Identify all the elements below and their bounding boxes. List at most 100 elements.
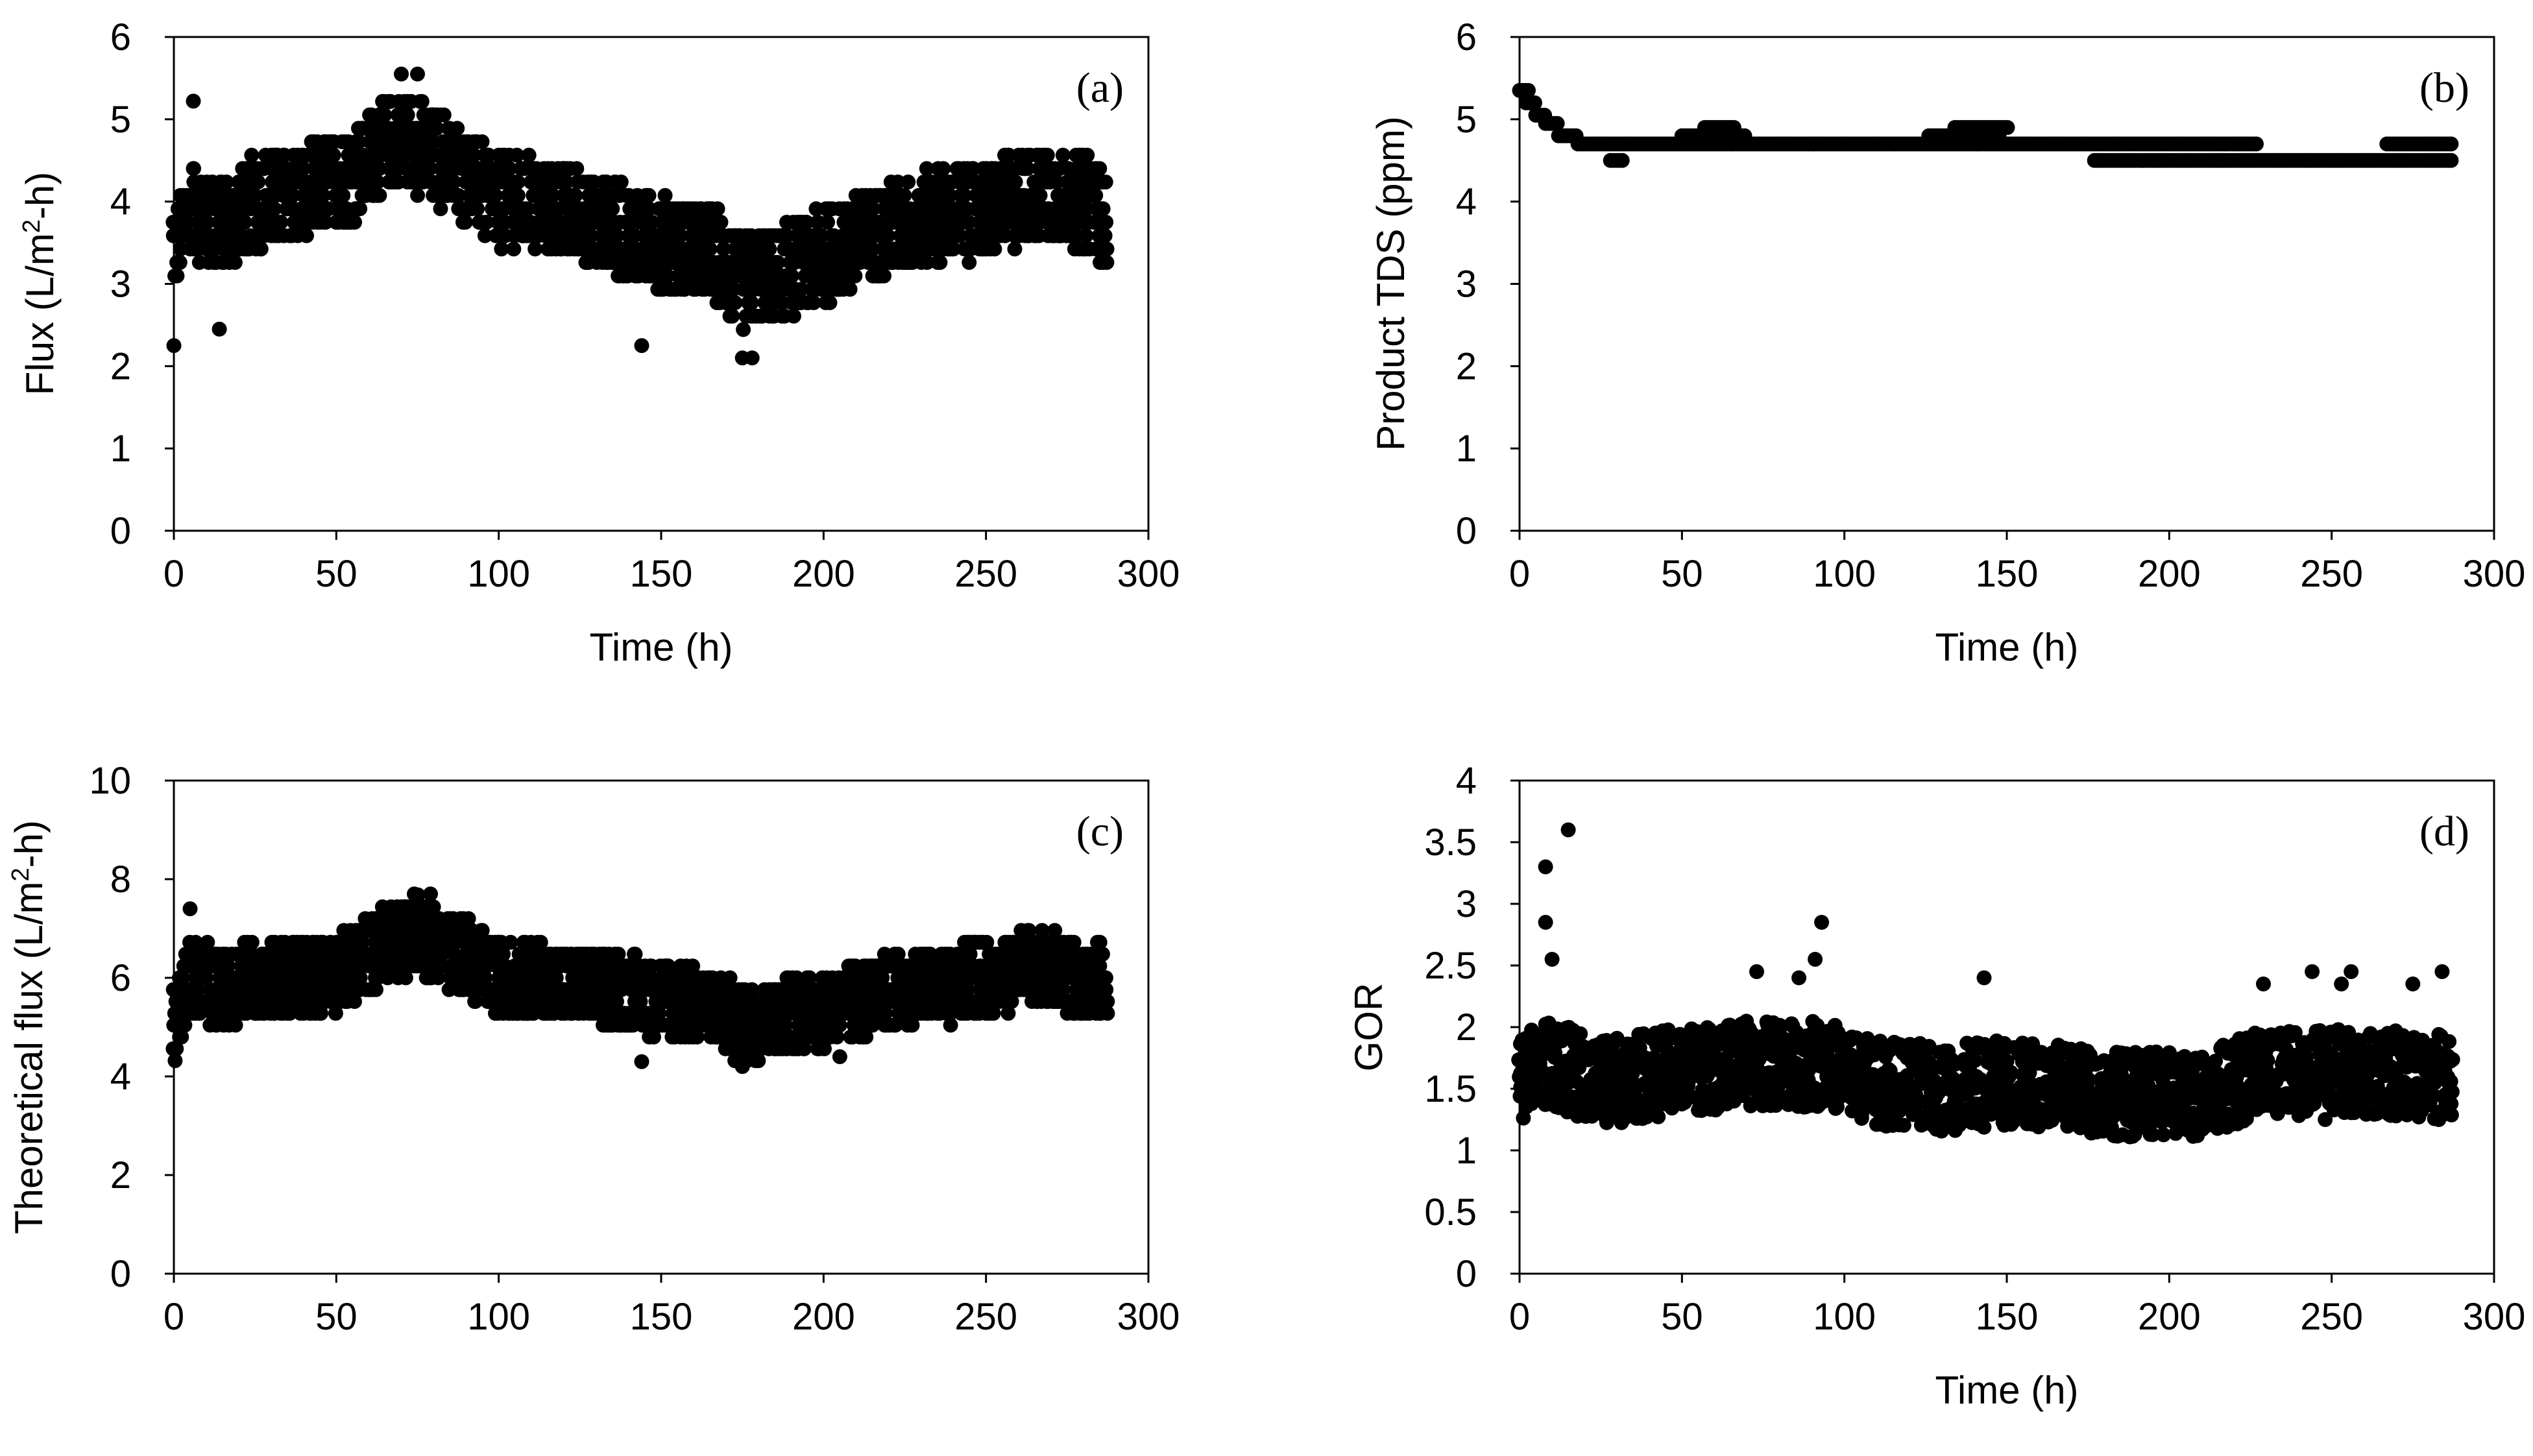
data-point (426, 899, 441, 915)
data-point (188, 241, 204, 257)
data-point (689, 1029, 705, 1045)
data-point (1092, 934, 1108, 950)
data-point (1039, 147, 1055, 163)
data-point (685, 958, 701, 974)
y-tick-label: 3 (1456, 883, 1477, 925)
data-point (273, 215, 289, 230)
data-point (407, 886, 422, 902)
data-point (796, 1041, 812, 1056)
data-point (228, 1017, 243, 1033)
data-point (307, 958, 322, 974)
data-point (744, 350, 760, 366)
y-tick-label: 4 (110, 1056, 131, 1098)
data-point (446, 947, 462, 962)
data-point (400, 107, 415, 123)
data-point (199, 970, 214, 986)
data-point (1092, 161, 1108, 176)
x-tick-label: 50 (1661, 1296, 1703, 1338)
data-point (784, 268, 799, 284)
x-tick-label: 300 (1117, 553, 1180, 595)
x-tick-label: 150 (630, 1296, 693, 1338)
data-point (318, 215, 333, 230)
data-point (1014, 947, 1030, 962)
y-axis-label: Product TDS (ppm) (1369, 116, 1412, 451)
data-point (887, 1017, 903, 1033)
data-point (858, 1029, 874, 1045)
data-point (979, 934, 995, 950)
data-point (1055, 982, 1071, 997)
data-series (165, 66, 1115, 366)
data-point (533, 934, 548, 950)
data-point (651, 1006, 667, 1021)
data-point (312, 1006, 328, 1021)
data-point (521, 147, 537, 163)
data-point (494, 241, 509, 257)
data-point (779, 228, 795, 243)
data-point (641, 188, 657, 203)
x-tick-label: 200 (2138, 553, 2201, 595)
data-point (398, 970, 413, 986)
data-point (477, 228, 492, 243)
data-point (295, 161, 311, 176)
plot-frame (1518, 36, 2495, 532)
data-point (182, 901, 198, 917)
data-point (219, 175, 234, 189)
data-point (352, 970, 368, 986)
data-point (496, 947, 511, 962)
data-point (866, 201, 881, 217)
data-point (880, 228, 895, 243)
data-point (282, 1006, 297, 1021)
data-point (172, 255, 188, 270)
data-point (429, 121, 444, 136)
data-point (609, 228, 625, 243)
data-point (832, 1017, 847, 1033)
data-point (1000, 147, 1016, 163)
y-tick-label: 0 (1456, 510, 1477, 552)
y-tick-label: 2 (110, 345, 131, 387)
data-point (414, 93, 430, 109)
data-point (410, 66, 425, 82)
data-point (167, 1053, 183, 1069)
data-point (506, 241, 522, 257)
data-point (166, 338, 182, 354)
data-point (2000, 120, 2015, 135)
data-point (250, 958, 266, 974)
data-point (1098, 970, 1113, 986)
data-point (370, 175, 385, 189)
data-point (851, 1017, 866, 1033)
y-tick-label: 10 (89, 760, 131, 802)
x-tick-label: 100 (467, 1296, 530, 1338)
y-tick-label: 4 (1456, 760, 1477, 802)
data-point (942, 188, 958, 203)
data-point (919, 161, 934, 176)
data-point (169, 1041, 184, 1056)
data-point (370, 188, 385, 203)
data-point (893, 228, 908, 243)
x-tick-label: 0 (1509, 553, 1530, 595)
data-point (794, 282, 809, 297)
data-point (865, 241, 880, 257)
panel-label: (a) (1076, 64, 1124, 112)
data-point (457, 215, 473, 230)
data-point (1080, 147, 1095, 163)
data-point (935, 994, 951, 1009)
y-tick-label: 0 (110, 1253, 131, 1295)
data-point (2443, 136, 2459, 152)
data-point (1055, 147, 1071, 163)
data-point (569, 161, 585, 176)
data-point (814, 228, 829, 243)
data-point (398, 923, 413, 938)
data-point (244, 147, 260, 163)
data-point (1095, 201, 1110, 217)
data-point (633, 994, 648, 1009)
y-tick-label: 0.5 (1424, 1191, 1477, 1233)
data-point (822, 295, 838, 310)
data-point (1004, 994, 1019, 1009)
data-point (627, 947, 642, 962)
data-point (962, 255, 977, 270)
data-point (299, 228, 314, 243)
data-point (1651, 1109, 1666, 1124)
data-point (1078, 228, 1094, 243)
